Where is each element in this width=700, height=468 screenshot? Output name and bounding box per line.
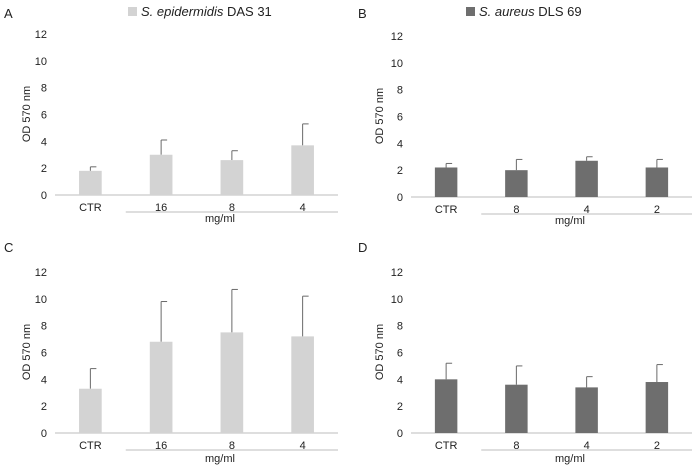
y-tick-label: 2	[41, 401, 47, 413]
legend-strain-epidermidis: DAS 31	[223, 4, 271, 19]
y-tick-label: 8	[41, 83, 47, 95]
x-category-label: 4	[300, 202, 306, 214]
bar	[291, 336, 314, 433]
bar	[645, 167, 669, 197]
x-category-label: 8	[229, 202, 235, 214]
legend-species-epidermidis: S. epidermidis	[141, 4, 224, 19]
x-axis-unit-d: mg/ml	[555, 453, 585, 465]
y-tick-label: 6	[41, 348, 47, 360]
bar	[575, 387, 598, 433]
y-tick-label: 12	[391, 31, 403, 43]
y-tick-label: 8	[397, 85, 403, 97]
bar	[505, 384, 528, 433]
legend-species-aureus: S. aureus	[479, 4, 535, 19]
y-axis-title-b: OD 570 nm	[374, 88, 386, 144]
bar	[291, 145, 314, 195]
legend-swatch-epidermidis	[128, 7, 137, 16]
y-tick-label: 4	[397, 138, 403, 150]
y-tick-label: 8	[41, 321, 47, 333]
y-tick-label: 8	[397, 321, 403, 333]
bar	[220, 332, 244, 433]
y-tick-label: 6	[397, 112, 403, 124]
x-category-label: 4	[584, 440, 590, 452]
chart-panel-c: 0 2 4 6 8 10 12 CTR 16 8 4	[35, 267, 338, 452]
y-tick-label: 12	[35, 267, 47, 279]
bar	[645, 382, 669, 433]
y-tick-label: 2	[397, 401, 403, 413]
panel-label-c: C	[4, 240, 13, 255]
y-axis-title-a: OD 570 nm	[21, 86, 33, 142]
y-axis-title-d: OD 570 nm	[374, 324, 386, 380]
bar	[505, 170, 528, 197]
legend-label-epidermidis: S. epidermidis DAS 31	[141, 4, 272, 19]
y-tick-label: 10	[391, 294, 403, 306]
bar	[220, 160, 244, 195]
y-tick-label: 6	[41, 110, 47, 122]
x-axis-unit-a: mg/ml	[205, 213, 235, 225]
y-tick-label: 0	[397, 428, 403, 440]
y-tick-label: 12	[35, 29, 47, 41]
legend-label-aureus: S. aureus DLS 69	[479, 4, 582, 19]
y-tick-label: 6	[397, 348, 403, 360]
x-category-label: CTR	[79, 440, 102, 452]
y-tick-label: 4	[41, 136, 47, 148]
x-axis-unit-b: mg/ml	[555, 215, 585, 227]
x-category-label: 8	[513, 204, 519, 216]
chart-panel-d: 0 2 4 6 8 10 12 CTR 8 4 2	[391, 267, 692, 452]
y-axis-title-c: OD 570 nm	[21, 324, 33, 380]
x-category-label: 8	[229, 440, 235, 452]
chart-panel-a: 0 2 4 6 8 10 12 CTR 16 8 4	[35, 29, 338, 214]
x-category-label: 16	[155, 202, 167, 214]
legend-swatch-aureus	[466, 7, 475, 16]
y-tick-label: 2	[397, 165, 403, 177]
x-category-label: CTR	[435, 440, 458, 452]
bar	[434, 167, 458, 197]
y-tick-label: 4	[41, 374, 47, 386]
x-axis-unit-c: mg/ml	[205, 453, 235, 465]
y-tick-label: 2	[41, 163, 47, 175]
y-tick-label: 10	[35, 294, 47, 306]
panel-label-d: D	[358, 240, 367, 255]
y-tick-label: 0	[41, 428, 47, 440]
y-tick-label: 0	[41, 190, 47, 202]
bar	[149, 154, 173, 195]
panel-label-a: A	[4, 6, 13, 21]
x-category-label: 2	[654, 204, 660, 216]
bar	[79, 388, 102, 433]
x-category-label: CTR	[435, 204, 458, 216]
x-category-label: CTR	[79, 202, 102, 214]
y-tick-label: 10	[391, 58, 403, 70]
bar	[575, 160, 598, 197]
bar	[434, 379, 458, 433]
chart-panel-b: 0 2 4 6 8 10 12 CTR 8 4 2	[391, 31, 692, 216]
y-tick-label: 0	[397, 192, 403, 204]
x-category-label: 2	[654, 440, 660, 452]
x-category-label: 16	[155, 440, 167, 452]
panel-label-b: B	[358, 6, 367, 21]
y-tick-label: 4	[397, 374, 403, 386]
legend-strain-aureus: DLS 69	[535, 4, 582, 19]
bar	[149, 341, 173, 433]
x-category-label: 4	[584, 204, 590, 216]
y-tick-label: 10	[35, 56, 47, 68]
bar	[79, 170, 102, 195]
x-category-label: 4	[300, 440, 306, 452]
y-tick-label: 12	[391, 267, 403, 279]
x-category-label: 8	[513, 440, 519, 452]
